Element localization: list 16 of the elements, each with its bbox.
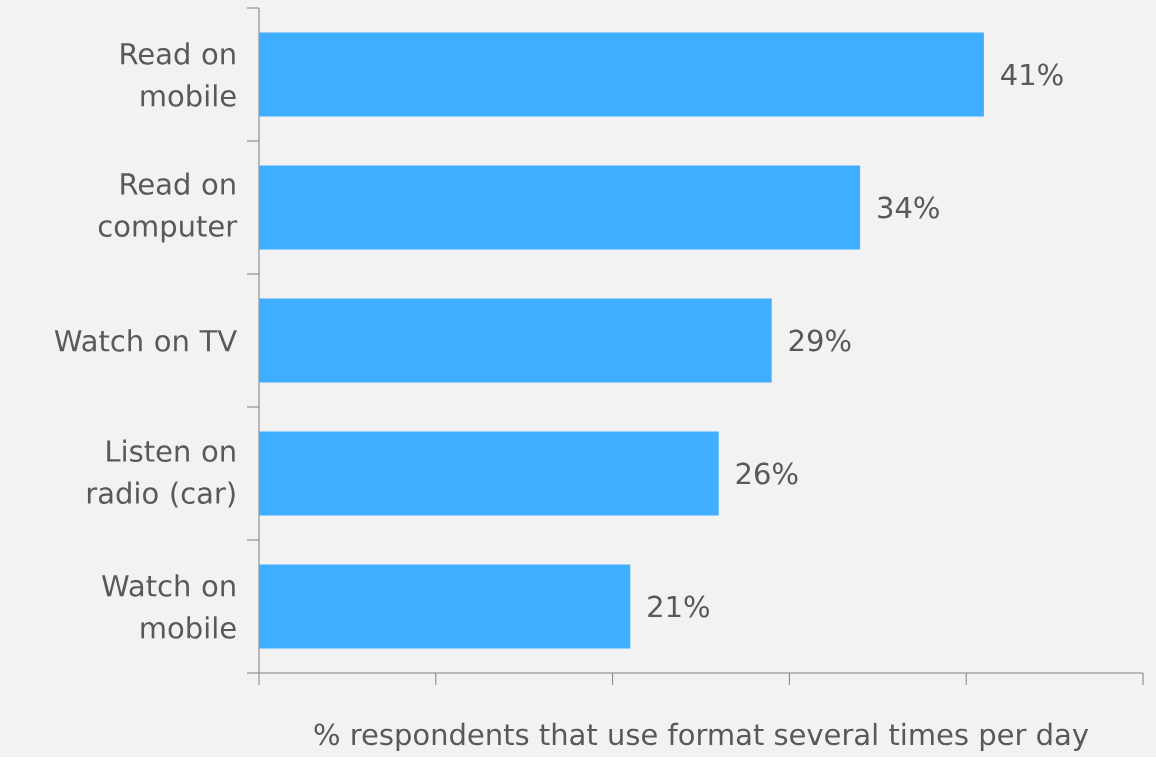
y-tick-label: Watch on TV <box>54 329 237 352</box>
data-label: 26% <box>736 462 798 485</box>
bar <box>259 298 772 383</box>
data-label: 41% <box>1001 63 1063 86</box>
bar <box>259 32 984 117</box>
data-label: 21% <box>648 595 709 618</box>
x-axis-title: % respondents that use format several times per day <box>314 723 1089 752</box>
bar <box>259 431 719 516</box>
y-tick-label: Read on mobile <box>121 42 236 107</box>
data-label: 29% <box>789 329 851 352</box>
data-label: 34% <box>878 196 939 219</box>
bar <box>259 165 861 250</box>
bar <box>259 564 631 649</box>
y-tick-label: Read on computer <box>98 172 238 243</box>
y-tick-label: Listen on radio (car) <box>87 439 235 508</box>
y-tick-label: Watch on mobile <box>102 574 236 639</box>
